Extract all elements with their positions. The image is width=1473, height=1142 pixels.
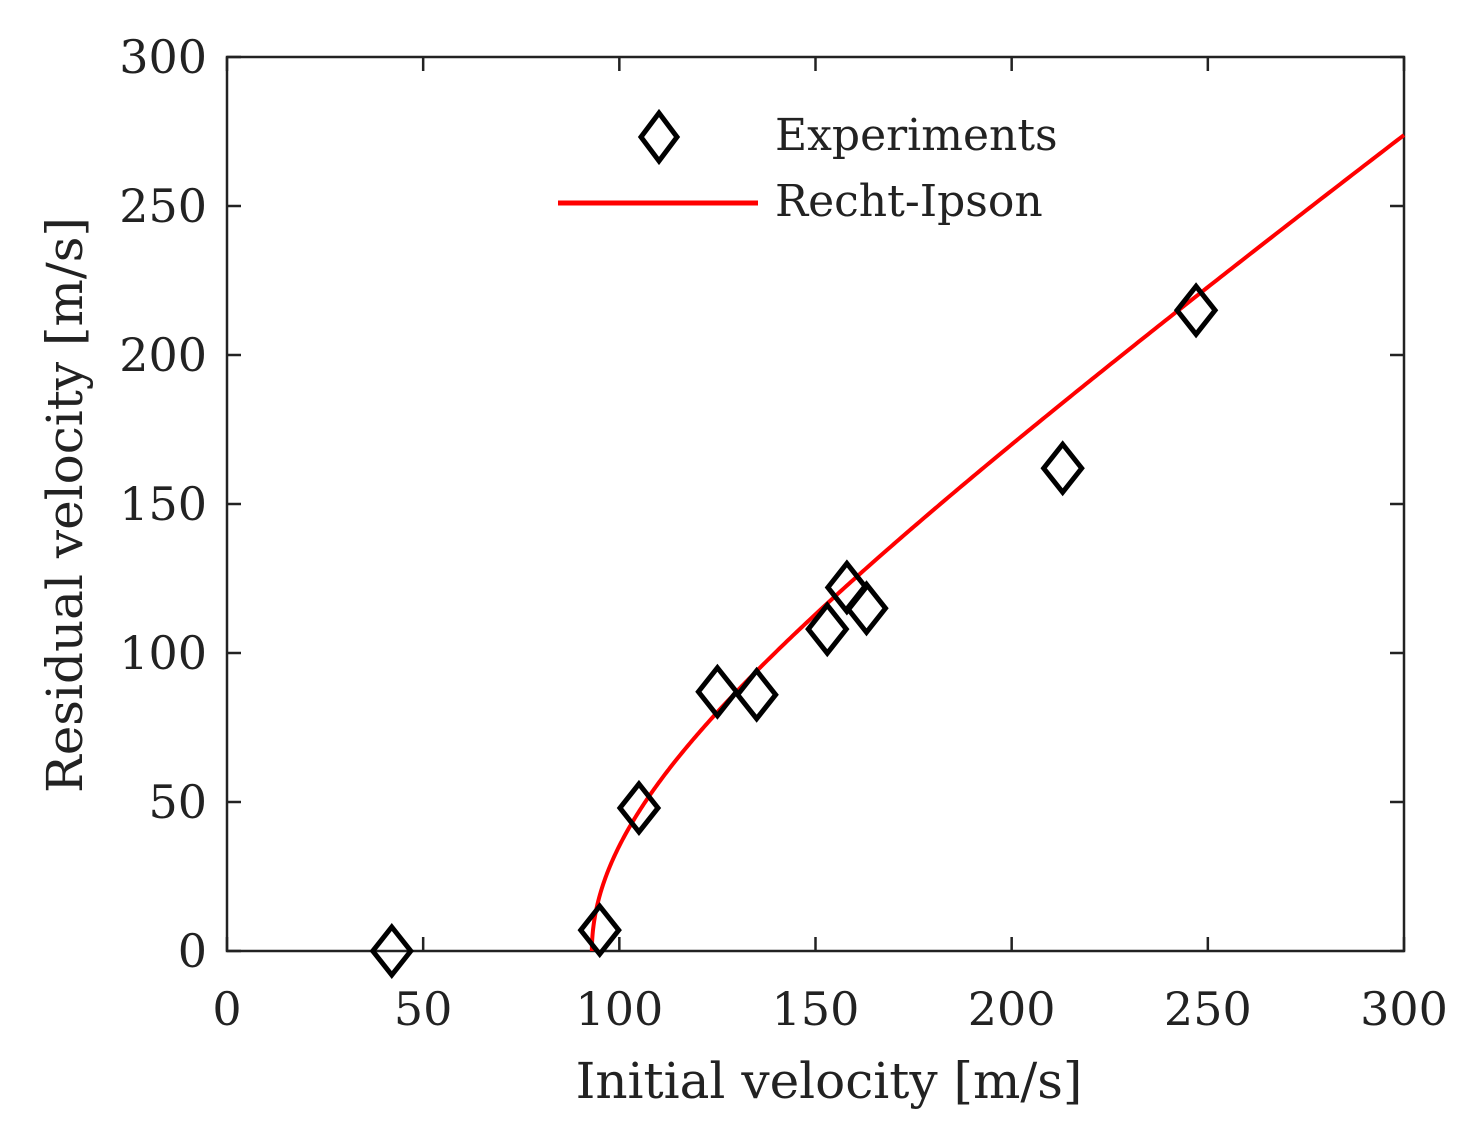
axis-tick-labels: 0 50 100 150 200 250 300 0 50 100 150 200 250 300 <box>119 30 1448 1036</box>
x-tick-label: 200 <box>968 982 1056 1036</box>
experiment-point <box>369 922 414 980</box>
legend-experiments-label: Experiments <box>775 110 1058 161</box>
y-tick-label: 150 <box>119 477 207 531</box>
experiment-point <box>1040 440 1085 497</box>
x-tick-label: 100 <box>575 982 663 1036</box>
x-axis-label: Initial velocity [m/s] <box>576 1052 1083 1110</box>
experiment-point <box>577 902 622 959</box>
experiment-point <box>844 580 889 637</box>
experiment-point <box>695 663 740 720</box>
recht-ipson-curve <box>589 133 1406 952</box>
x-tick-label: 300 <box>1360 982 1448 1036</box>
legend: Experiments Recht-Ipson <box>558 108 1058 227</box>
y-axis-label: Residual velocity [m/s] <box>36 217 94 793</box>
y-tick-label: 100 <box>119 626 207 680</box>
experiment-point <box>734 666 779 723</box>
experiment-point <box>616 779 662 836</box>
axis-ticks <box>225 55 1406 953</box>
y-tick-label: 0 <box>178 924 207 978</box>
y-tick-label: 250 <box>119 179 207 233</box>
x-tick-label: 50 <box>394 982 453 1036</box>
experiment-point <box>1173 282 1219 339</box>
experiment-point <box>805 601 850 658</box>
series-layer <box>369 133 1406 980</box>
y-tick-label: 300 <box>119 30 207 84</box>
legend-experiments-marker-icon <box>637 108 681 166</box>
x-tick-label: 250 <box>1164 982 1252 1036</box>
legend-recht-ipson-label: Recht-Ipson <box>775 176 1043 227</box>
y-tick-label: 50 <box>148 775 207 829</box>
x-tick-label: 150 <box>772 982 860 1036</box>
x-tick-label: 0 <box>212 982 241 1036</box>
y-tick-label: 200 <box>119 328 207 382</box>
